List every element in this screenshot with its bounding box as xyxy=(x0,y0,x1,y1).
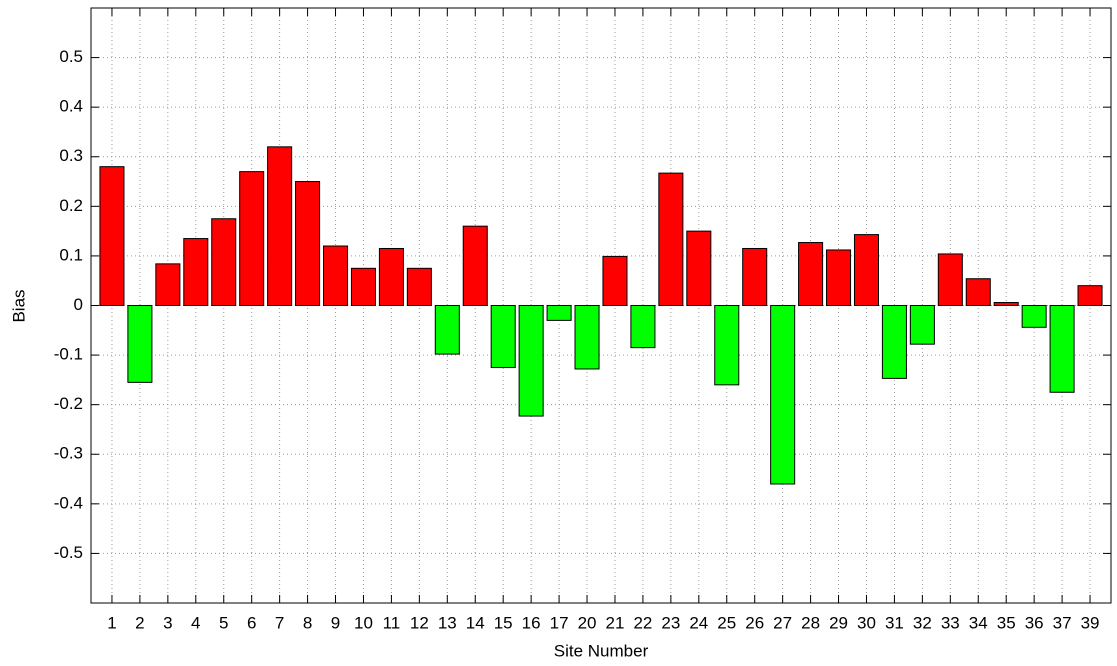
x-tick-label: 35 xyxy=(997,613,1016,632)
bar xyxy=(770,305,796,485)
y-axis-label: Bias xyxy=(9,289,28,322)
bar xyxy=(323,245,349,306)
x-tick-label: 5 xyxy=(219,613,228,632)
x-tick-label: 21 xyxy=(606,613,625,632)
x-tick-label: 4 xyxy=(191,613,200,632)
bar xyxy=(1049,305,1075,393)
bar xyxy=(602,255,628,307)
bar xyxy=(518,305,544,417)
x-tick-label: 20 xyxy=(578,613,597,632)
bar xyxy=(658,172,684,306)
bar xyxy=(574,305,600,370)
bar xyxy=(881,305,907,379)
bar xyxy=(937,253,963,306)
x-tick-label: 29 xyxy=(829,613,848,632)
bar xyxy=(99,166,125,306)
bar xyxy=(183,238,209,306)
x-tick-label: 16 xyxy=(522,613,541,632)
bar xyxy=(155,263,181,307)
bar xyxy=(267,146,293,306)
x-tick-label: 13 xyxy=(438,613,457,632)
bar xyxy=(993,302,1019,306)
x-tick-label: 33 xyxy=(941,613,960,632)
bar xyxy=(350,267,376,306)
x-tick-label: 22 xyxy=(633,613,652,632)
y-tick-label: 0.5 xyxy=(59,47,83,66)
bar xyxy=(965,278,991,307)
x-tick-label: 2 xyxy=(135,613,144,632)
bar xyxy=(909,305,935,345)
y-tick-label: 0.2 xyxy=(59,196,83,215)
x-tick-label: 30 xyxy=(857,613,876,632)
x-tick-label: 1 xyxy=(107,613,116,632)
x-tick-label: 15 xyxy=(494,613,513,632)
bar xyxy=(490,305,516,368)
x-tick-label: 3 xyxy=(163,613,172,632)
bar xyxy=(1077,285,1103,306)
y-tick-label: -0.3 xyxy=(54,444,83,463)
bar xyxy=(630,305,656,349)
y-tick-label: 0.4 xyxy=(59,97,83,116)
x-tick-label: 37 xyxy=(1053,613,1072,632)
x-tick-label: 24 xyxy=(689,613,708,632)
x-tick-label: 34 xyxy=(969,613,988,632)
y-tick-label: -0.5 xyxy=(54,543,83,562)
bar xyxy=(742,247,768,307)
x-tick-label: 26 xyxy=(745,613,764,632)
x-tick-label: 23 xyxy=(661,613,680,632)
x-tick-label: 6 xyxy=(247,613,256,632)
x-tick-label: 32 xyxy=(913,613,932,632)
bar xyxy=(798,242,824,306)
x-tick-label: 10 xyxy=(354,613,373,632)
x-tick-label: 27 xyxy=(773,613,792,632)
x-tick-label: 36 xyxy=(1025,613,1044,632)
x-axis-label: Site Number xyxy=(554,641,649,660)
bar xyxy=(239,171,265,306)
y-tick-label: -0.4 xyxy=(54,493,83,512)
y-tick-label: -0.2 xyxy=(54,394,83,413)
plot-frame xyxy=(90,7,1112,604)
y-tick-label: 0.1 xyxy=(59,245,83,264)
x-tick-label: 14 xyxy=(466,613,485,632)
bar xyxy=(462,225,488,307)
bar xyxy=(406,267,432,306)
x-tick-label: 28 xyxy=(801,613,820,632)
bar xyxy=(853,234,879,307)
x-tick-label: 17 xyxy=(550,613,569,632)
y-tick-label: 0.3 xyxy=(59,146,83,165)
bar xyxy=(295,181,321,307)
y-tick-label: -0.1 xyxy=(54,345,83,364)
bar xyxy=(546,305,572,321)
bar xyxy=(378,247,404,307)
bar xyxy=(686,230,712,306)
x-tick-label: 11 xyxy=(383,613,401,632)
bar xyxy=(826,249,852,306)
x-tick-label: 25 xyxy=(717,613,736,632)
y-tick-label: 0 xyxy=(74,295,83,314)
x-tick-label: 39 xyxy=(1081,613,1100,632)
x-tick-label: 8 xyxy=(303,613,312,632)
x-tick-label: 9 xyxy=(331,613,340,632)
bar xyxy=(127,305,153,383)
bar xyxy=(211,218,237,307)
bar xyxy=(434,305,460,355)
x-tick-label: 12 xyxy=(410,613,429,632)
x-tick-label: 7 xyxy=(275,613,284,632)
x-tick-label: 31 xyxy=(885,613,904,632)
bar xyxy=(1021,305,1047,328)
bar xyxy=(714,305,740,386)
